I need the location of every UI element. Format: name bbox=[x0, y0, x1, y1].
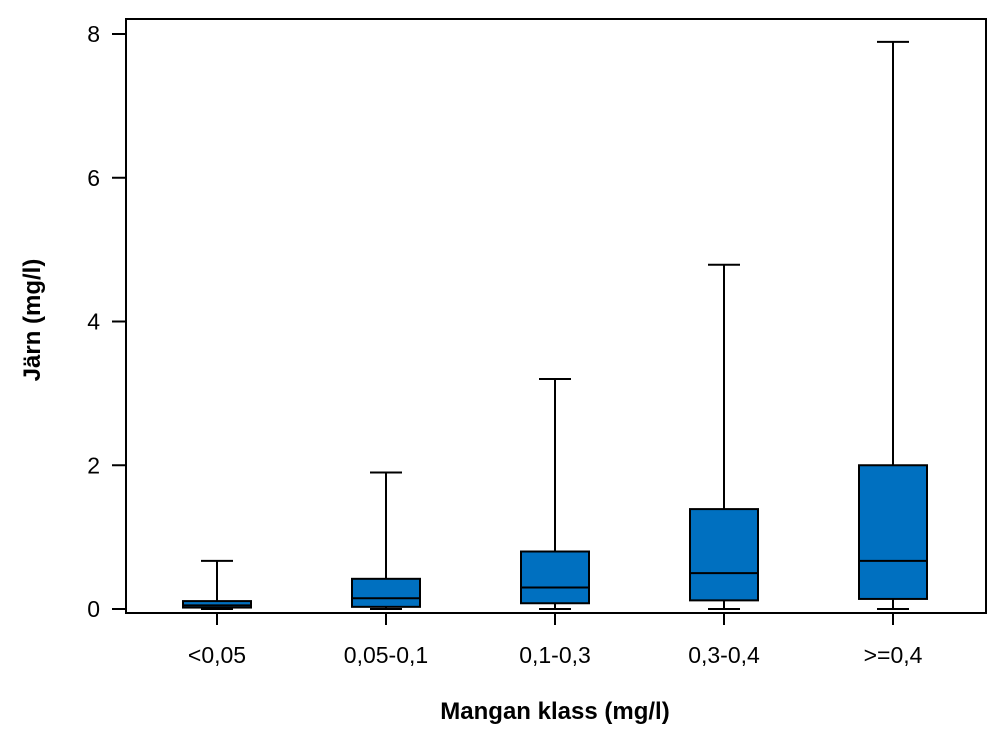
y-tick-label: 0 bbox=[87, 596, 100, 622]
box-3 bbox=[520, 378, 590, 610]
x-tick-label: 0,05-0,1 bbox=[344, 642, 428, 668]
y-axis: 0 2 4 6 8 bbox=[87, 21, 126, 622]
x-tick-label: 0,1-0,3 bbox=[519, 642, 591, 668]
y-tick-label: 8 bbox=[87, 21, 100, 47]
box-iqr bbox=[689, 508, 759, 602]
box-iqr bbox=[520, 550, 590, 605]
y-tick-label: 2 bbox=[87, 452, 100, 478]
x-tick-label: <0,05 bbox=[188, 642, 246, 668]
x-axis: <0,05 0,05-0,1 0,1-0,3 0,3-0,4 >=0,4 bbox=[188, 613, 923, 668]
box-iqr bbox=[351, 577, 421, 608]
x-axis-title: Mangan klass (mg/l) bbox=[440, 698, 669, 725]
box-4 bbox=[689, 263, 759, 610]
box-5 bbox=[858, 40, 928, 610]
box-iqr bbox=[858, 464, 928, 600]
y-tick-label: 4 bbox=[87, 309, 100, 335]
box-series bbox=[182, 40, 928, 610]
box-iqr bbox=[182, 600, 252, 609]
y-tick-label: 6 bbox=[87, 165, 100, 191]
y-axis-title: Järn (mg/l) bbox=[19, 259, 46, 382]
box-2 bbox=[351, 471, 421, 610]
x-tick-label: 0,3-0,4 bbox=[688, 642, 760, 668]
x-tick-label: >=0,4 bbox=[864, 642, 923, 668]
box-1 bbox=[182, 559, 252, 610]
